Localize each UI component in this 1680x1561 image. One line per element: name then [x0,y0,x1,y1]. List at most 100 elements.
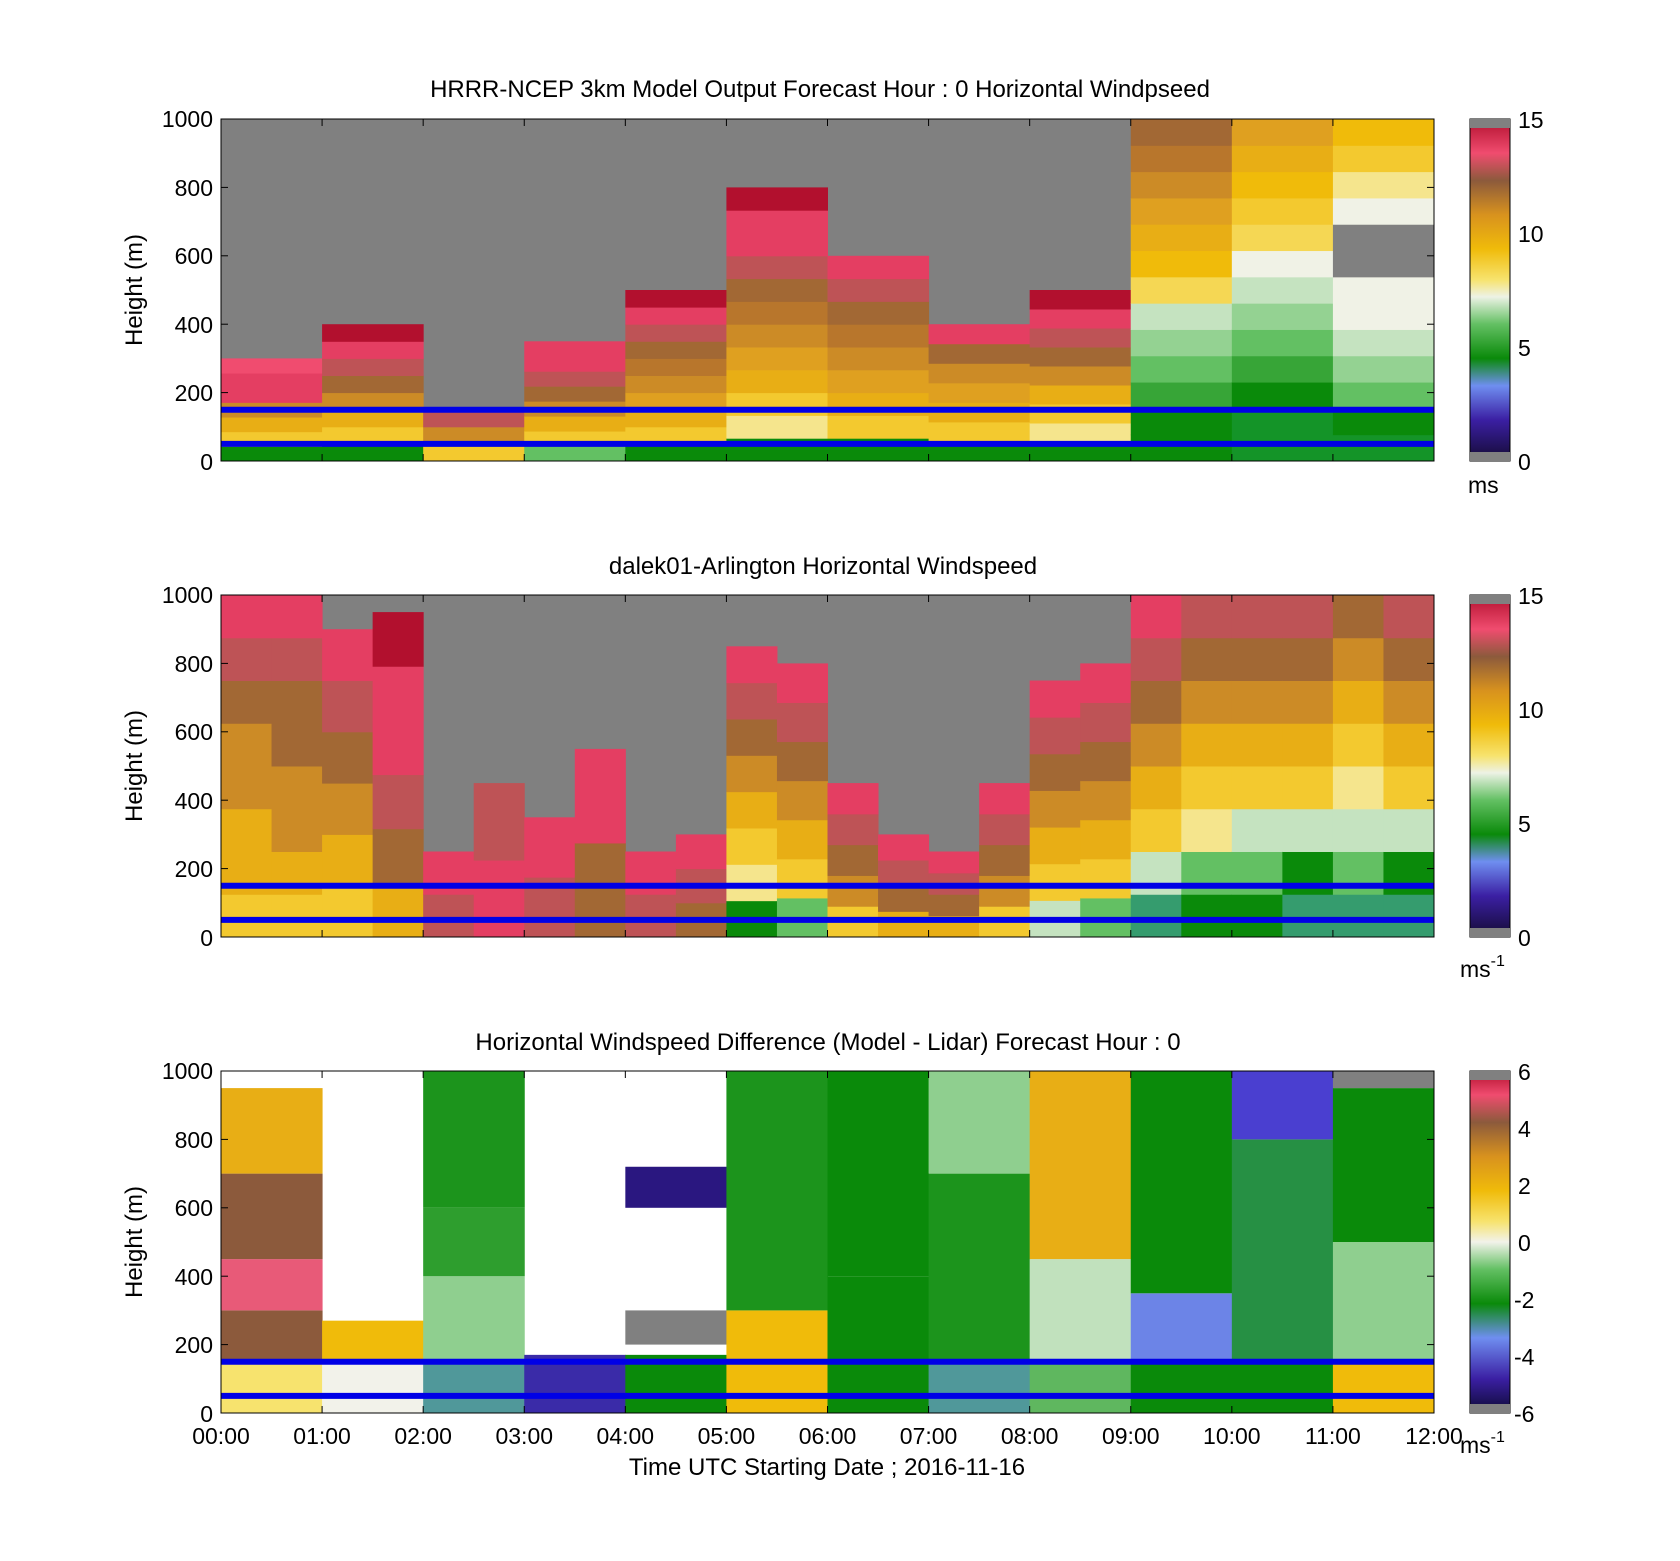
heatmap-cells-model [221,119,1435,462]
heatmap-cell [1383,894,1435,938]
panel-title-model: HRRR-NCEP 3km Model Output Forecast Hour… [430,76,1210,103]
heatmap-cell [1181,637,1233,681]
heatmap-cell [473,860,525,938]
heatmap-cell [1029,1071,1132,1260]
x-tick-labels: 00:00 01:00 02:00 03:00 04:00 05:00 06:00 07:00… [192,1423,1463,1449]
colorbar-tick: 10 [1518,221,1544,247]
heatmap-cell [1231,303,1334,330]
y-tick-label: 800 [175,1127,213,1153]
y-tick-label: 200 [175,856,213,882]
heatmap-cell [1029,423,1132,443]
heatmap-cell [1130,276,1233,304]
heatmap-cell [1130,197,1233,225]
heatmap-cell [726,278,828,302]
heatmap-cell [776,819,828,860]
colorbar-tick: -2 [1514,1287,1534,1313]
heatmap-cell [1029,290,1132,310]
heatmap-cell [221,808,273,852]
heatmap-cell [372,666,424,721]
heatmap-cell [1332,723,1384,767]
heatmap-cell [1231,382,1334,409]
heatmap-cell [1231,680,1283,724]
heatmap-cell [524,356,626,372]
heatmap-cell [1029,863,1081,901]
y-tick-label: 0 [200,925,213,951]
heatmap-cell [827,875,879,907]
y-tick-label: 0 [200,1401,213,1427]
colorbar-cap-bottom [1470,928,1510,937]
heatmap-cell [372,828,424,884]
colorbar-tick: 15 [1518,107,1544,133]
heatmap-cell [776,858,828,899]
heatmap-cell [726,301,828,325]
heatmap-cell [1282,595,1334,639]
y-axis-label: Height (m) [121,234,148,346]
heatmap-cell [322,358,424,376]
heatmap-cell [322,409,424,428]
heatmap-cell [827,813,879,846]
heatmap-cell [827,369,930,394]
heatmap-cell [1332,382,1435,409]
colorbar-unit-base: ms [1460,956,1491,982]
heatmap-cell [726,718,778,756]
heatmap-cell [726,347,828,371]
heatmap-cell [776,702,828,743]
colorbar-lidar: 0 5 10 15 ms-1 [1460,583,1544,982]
panel-title-difference: Horizontal Windspeed Difference (Model -… [475,1029,1180,1056]
heatmap-cell [322,885,374,938]
heatmap-cell [776,741,828,782]
heatmap-cell [1231,145,1334,173]
heatmap-cell [979,875,1031,907]
heatmap-cell [1181,723,1233,767]
heatmap-cell [1332,637,1384,681]
panel-title-lidar: dalek01-Arlington Horizontal Windspeed [609,553,1037,580]
heatmap-cell [1332,1088,1435,1242]
heatmap-cell [625,1310,727,1345]
heatmap-cell [928,851,980,874]
heatmap-cell [1029,753,1081,791]
heatmap-cell [1080,780,1132,821]
y-tick-label: 600 [175,1195,213,1221]
heatmap-cell [928,343,1031,364]
heatmap-cell [1181,680,1233,724]
heatmap-cell [827,324,930,348]
heatmap-cell [221,680,273,724]
heatmap-cell [1282,894,1334,938]
heatmap-cell [1332,145,1435,173]
heatmap-cell [1130,303,1233,330]
heatmap-cell [1231,224,1334,252]
heatmap-cell [221,894,273,938]
colorbar-tick: 0 [1518,449,1531,475]
heatmap-cell [625,1166,727,1208]
heatmap-cell [726,255,828,280]
heatmap-cell [1282,680,1334,724]
heatmap-cell [524,416,626,432]
x-tick-label: 11:00 [1305,1423,1361,1449]
heatmap-cell [625,409,727,428]
heatmap-cell [574,842,626,938]
heatmap-cell [1130,1361,1233,1413]
heatmap-cell [726,791,778,829]
y-axis-label: Height (m) [121,1186,148,1298]
heatmap-cell [221,637,273,681]
x-tick-label: 06:00 [799,1423,857,1449]
y-tick-label: 600 [175,719,213,745]
y-tick-label: 200 [175,380,213,406]
heatmap-cell [776,663,828,703]
heatmap-cell [928,382,1031,403]
heatmap-cell [322,834,374,887]
y-tick-label: 400 [175,1264,213,1290]
heatmap-cell [1130,145,1233,173]
heatmap-cell [221,1310,323,1362]
heatmap-cell [372,882,424,938]
heatmap-cell [1282,723,1334,767]
heatmap-cell [625,443,727,462]
reference-lines-difference [221,1358,1434,1399]
heatmap-cell [322,443,424,462]
heatmap-cell [322,731,374,784]
colorbar-difference: 6 4 2 0 -2 -4 -6 ms-1 [1460,1059,1535,1458]
x-tick-label: 10:00 [1203,1423,1261,1449]
heatmap-cell [726,187,828,211]
y-axis-difference: 0 200 400 600 800 1000 Height (m) [121,1058,213,1427]
colorbar-tick: 5 [1518,335,1531,361]
